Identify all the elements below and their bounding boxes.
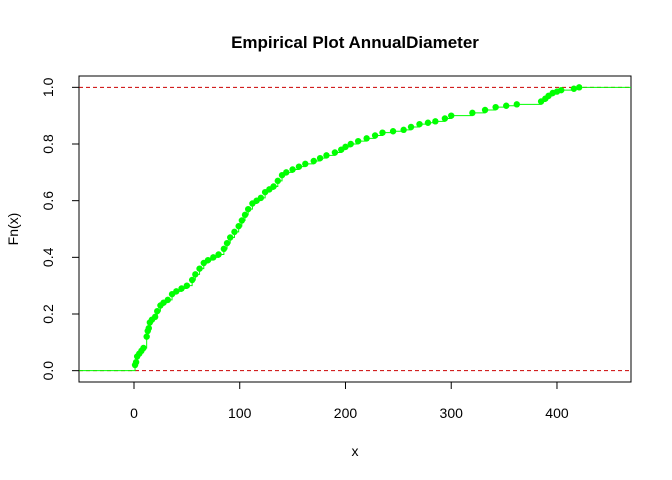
ecdf-step-path [79,86,631,372]
ecdf-point [257,194,265,202]
x-tick-label: 400 [545,405,569,421]
ecdf-point [503,102,510,109]
ecdf-point [371,132,379,139]
ecdf-point [204,256,212,264]
x-tick-label: 300 [440,405,464,421]
ecdf-point [196,265,203,272]
ecdf-point [132,358,140,366]
ecdf-point [316,154,324,162]
ecdf-point [270,183,277,190]
x-tick-label: 0 [130,405,138,421]
ecdf-point [331,149,339,156]
ecdf-point [481,106,489,114]
ecdf-point [289,166,296,173]
ecdf-point [342,143,349,151]
ecdf-point [379,129,386,136]
plot-frame [78,75,632,383]
ecdf-point [441,115,449,122]
ecdf-point [389,128,397,135]
chart-title: Empirical Plot AnnualDiameter [231,33,479,52]
ecdf-point [575,84,583,91]
ecdf-point [400,126,407,134]
y-tick-label: 1.0 [40,77,56,97]
ecdf-point [416,120,423,128]
ecdf-point [227,234,234,241]
x-tick-label: 100 [228,405,252,421]
ecdf-point [151,313,159,321]
y-tick-label: 0.2 [40,304,56,324]
ecdf-point [235,222,242,230]
ecdf-point [354,137,362,145]
ecdf-point [363,135,370,142]
ecdf-point [140,344,147,352]
ecdf-point [448,112,455,119]
y-axis-label: Fn(x) [5,213,21,246]
y-tick-label: 0.6 [40,191,56,211]
ecdf-step-line [79,86,631,372]
ecdf-point [188,276,196,284]
y-tick-label: 0.4 [40,247,56,267]
ecdf-point [210,254,217,261]
ecdf-point [570,85,578,92]
ecdf-point [424,119,432,126]
ecdf-point [238,217,246,224]
x-axis: 0 100 200 300 400 [130,381,569,421]
ecdf-point [220,245,228,253]
ecdf-point [178,285,185,292]
ecdf-point [215,251,222,258]
ecdf-point [183,282,191,289]
reference-lines [79,86,631,372]
ecdf-point [274,177,282,185]
ecdf-points [131,84,583,369]
ecdf-point [432,118,439,125]
ecdf-point [310,157,317,165]
y-tick-label: 0.0 [40,361,56,381]
ecdf-point [143,333,150,340]
x-axis-label: x [352,443,359,459]
ecdf-point [164,296,172,304]
ecdf-point [283,169,290,176]
ecdf-point [145,324,152,332]
y-tick-label: 0.8 [40,134,56,154]
ecdf-point [347,140,354,148]
ecdf-point [558,86,565,94]
ecdf-point [469,109,476,117]
ecdf-point [154,307,161,315]
ecdf-point [492,103,499,111]
ecdf-point [302,160,309,168]
ecdf-point [407,123,415,131]
ecdf-point [513,101,520,108]
x-tick-label: 200 [334,405,358,421]
ecdf-point [192,271,199,278]
ecdf-point [223,239,231,247]
y-axis: 0.0 0.2 0.4 0.6 0.8 1.0 [40,77,80,381]
ecdf-point [244,205,252,213]
ecdf-point [323,152,330,159]
ecdf-point [241,211,249,219]
ecdf-point [295,163,303,170]
ecdf-point [231,228,238,236]
ecdf-point [173,288,180,295]
